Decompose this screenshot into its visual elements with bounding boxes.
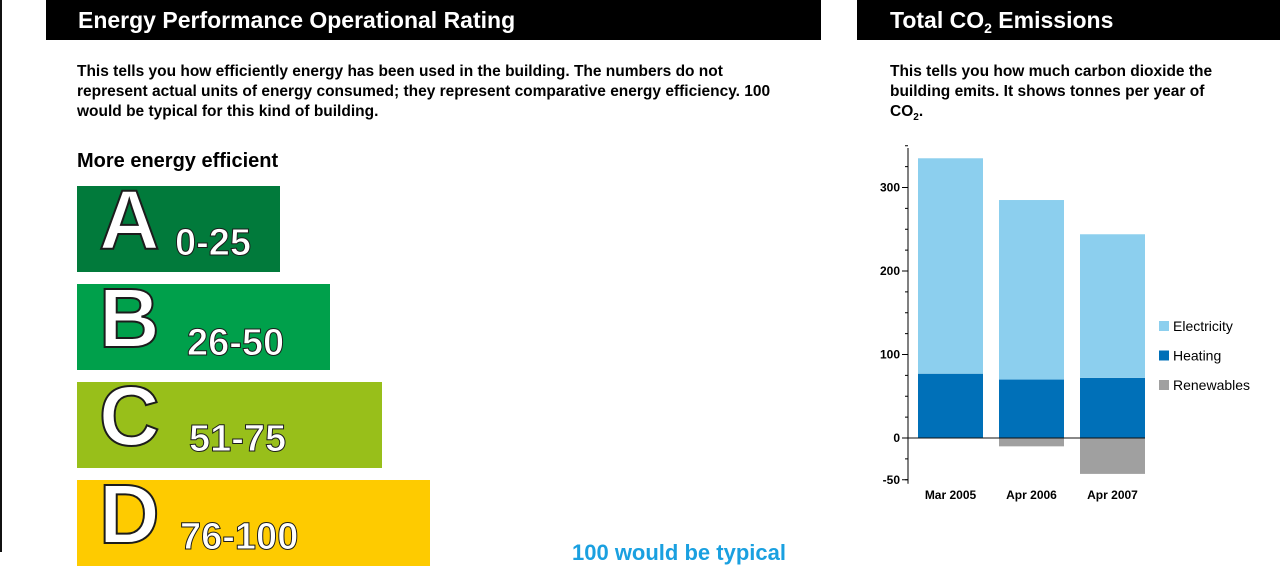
legend-label-electricity: Electricity [1173,318,1233,334]
typical-note: 100 would be typical [572,540,786,565]
emissions-description-sub: 2 [913,112,919,124]
rating-band-c: C 51-75 [77,368,382,468]
y-tick-label: 0 [893,431,900,445]
rating-band-b: B 26-50 [77,270,330,370]
bar-electricity-3 [1080,234,1145,378]
band-range: 0-25 [174,222,252,265]
y-tick-label: -50 [883,473,901,487]
band-range: 51-75 [188,418,287,461]
band-letter: C [98,368,161,464]
more-efficient-label: More energy efficient [77,150,279,172]
bar-heating-2 [999,379,1064,438]
y-tick-label: 300 [880,181,900,195]
legend-label-heating: Heating [1173,348,1221,364]
emissions-panel-title: Total CO2 Emissions [857,0,1280,40]
band-range: 76-100 [179,516,299,559]
band-range: 26-50 [186,322,285,365]
x-tick-label: Apr 2007 [1087,488,1138,502]
y-tick-label: 100 [880,348,900,362]
emissions-title-end: Emissions [991,7,1114,33]
emissions-title-sub: 2 [984,20,992,36]
x-tick-label: Mar 2005 [925,488,977,502]
bar-renewables-3 [1080,438,1145,474]
emissions-description-end: . [918,103,924,120]
band-letter: A [98,172,161,268]
legend-swatch-renewables [1159,380,1169,390]
rating-description: This tells you how efficiently energy ha… [77,63,771,120]
emissions-title-main: Total CO [890,7,985,33]
bar-renewables-2 [999,438,1064,447]
left-border-rule [0,0,2,552]
legend-label-renewables: Renewables [1173,377,1250,393]
emissions-description: This tells you how much carbon dioxide t… [890,62,1230,128]
bar-heating-1 [918,373,983,438]
y-tick-label: 200 [880,264,900,278]
band-letter: D [98,466,161,562]
legend-swatch-electricity [1159,321,1169,331]
band-letter: B [98,270,161,366]
bar-electricity-2 [999,200,1064,380]
emissions-description-main: This tells you how much carbon dioxide t… [890,63,1213,120]
rating-band-d: D 76-100 [77,466,430,566]
legend-swatch-heating [1159,350,1169,361]
bar-heating-3 [1080,377,1145,438]
rating-panel-title: Energy Performance Operational Rating [46,0,821,40]
bar-electricity-1 [918,158,983,374]
x-tick-label: Apr 2006 [1006,488,1057,502]
rating-band-a: A 0-25 [77,172,280,272]
co2-emissions-chart: 300 200 100 0 -50 Mar 2005 Apr 2006 Apr 2007 Ele… [880,145,1250,502]
